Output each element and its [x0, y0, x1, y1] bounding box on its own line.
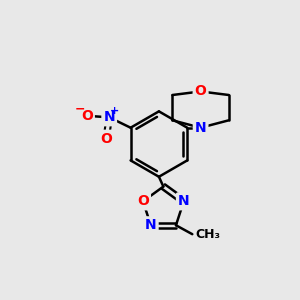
- Text: O: O: [195, 84, 206, 98]
- Text: O: O: [81, 109, 93, 123]
- Text: N: N: [178, 194, 190, 208]
- Text: N: N: [145, 218, 157, 232]
- Text: N: N: [195, 121, 206, 135]
- Text: −: −: [74, 103, 85, 116]
- Text: CH₃: CH₃: [195, 228, 220, 241]
- Text: O: O: [100, 132, 112, 146]
- Text: O: O: [137, 194, 149, 208]
- Text: +: +: [110, 106, 119, 116]
- Text: N: N: [103, 110, 115, 124]
